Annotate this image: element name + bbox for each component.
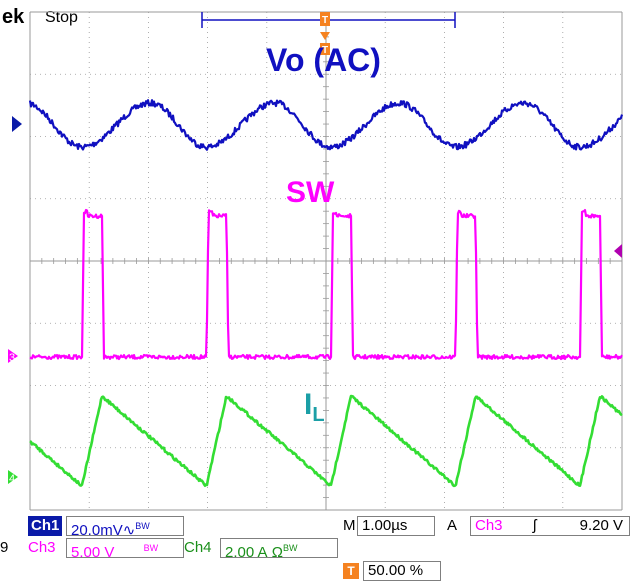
trigger-level-value: 9.20 V <box>579 517 623 534</box>
ch3-ground-marker[interactable]: 3 <box>8 349 18 364</box>
ch1-badge[interactable]: Ch1 <box>28 516 63 536</box>
il-trace-label: IL <box>304 388 325 427</box>
ch4-ground-marker[interactable]: 4 <box>8 470 18 485</box>
trigger-marker-letter: T <box>322 45 328 56</box>
svg-text:4: 4 <box>9 473 15 485</box>
il-label-sub: L <box>312 404 325 426</box>
svg-text:3: 3 <box>9 352 15 364</box>
ch4-label[interactable]: Ch4 <box>184 539 212 556</box>
ch3-scale-value: 5.00 V <box>71 544 115 561</box>
waveforms <box>28 99 624 488</box>
trigger-readout[interactable]: Ch3 ʃ 9.20 V <box>470 516 630 536</box>
trigger-position-marker[interactable]: T T <box>320 12 330 56</box>
ch4-bw-limit: BW <box>282 543 298 553</box>
ch4-coupling-icon: Ω <box>271 544 283 561</box>
trigger-slope-icon: ʃ <box>533 517 537 534</box>
trigger-marker-letter: T <box>322 15 328 26</box>
ch1-bw-limit: BW <box>135 521 150 531</box>
ch1-scale-readout[interactable]: 20.0mV∿BW <box>66 516 184 539</box>
il-label-main: I <box>304 388 313 421</box>
ch3-label[interactable]: Ch3 <box>28 539 56 556</box>
ch1-trace <box>28 99 624 151</box>
ch3-bw-limit: BW <box>143 543 159 553</box>
status-bar: ek Stop <box>0 0 643 32</box>
trigger-level-marker[interactable] <box>614 244 622 258</box>
timebase-label: M <box>343 517 356 534</box>
ch4-trace <box>29 394 623 488</box>
horizontal-position-icon: T <box>343 563 359 579</box>
ch1-ground-marker[interactable] <box>12 116 22 132</box>
run-status[interactable]: Stop <box>45 9 78 26</box>
graticule <box>29 11 623 511</box>
vo-trace-label: Vo (AC) <box>266 42 381 78</box>
ch3-scale-readout[interactable]: 5.00 V BW <box>66 538 184 561</box>
ch1-coupling-icon: ∿ <box>122 522 136 539</box>
brand-logo: ek <box>2 6 25 28</box>
ch4-scale-readout[interactable]: 2.00 A ΩBW <box>220 538 338 561</box>
timebase-readout[interactable]: 1.00µs <box>357 516 435 536</box>
clipped-readout: 9 <box>0 539 9 556</box>
trigger-source: Ch3 <box>475 517 503 534</box>
ch4-scale-value: 2.00 A <box>225 544 268 561</box>
ch3-trace <box>29 208 623 361</box>
trigger-mode-label: A <box>447 517 458 534</box>
horizontal-position-readout[interactable]: 50.00 % <box>363 561 441 581</box>
ch1-scale-value: 20.0mV <box>71 522 123 539</box>
sw-trace-label: SW <box>286 176 335 209</box>
